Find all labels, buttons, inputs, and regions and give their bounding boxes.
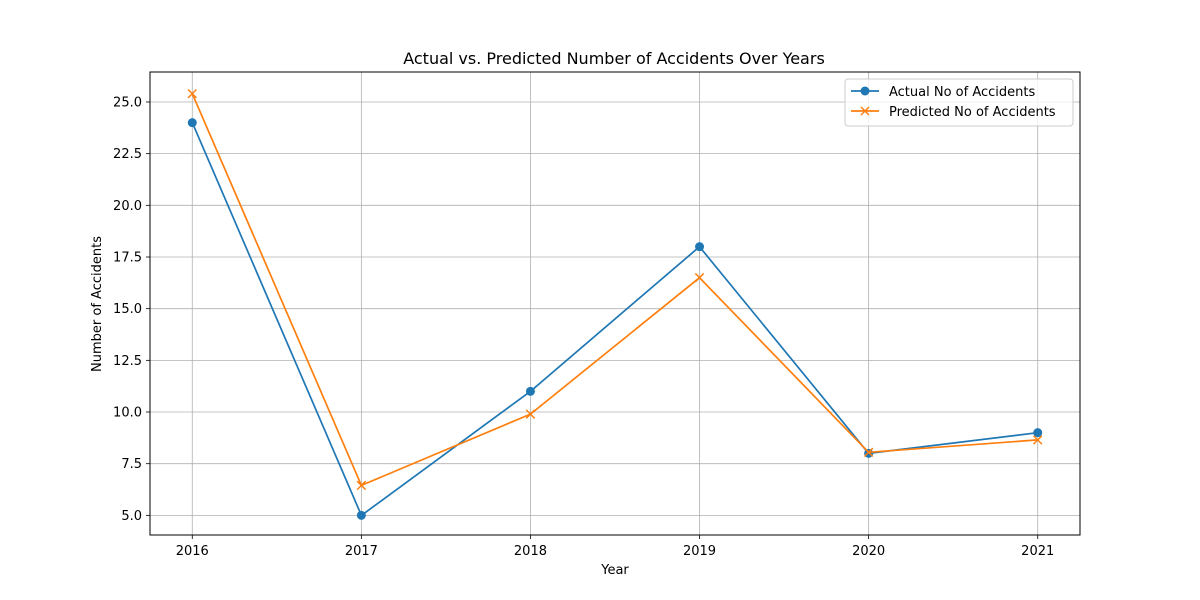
x-tick-label: 2019 xyxy=(683,544,716,559)
y-tick-label: 7.5 xyxy=(121,457,142,472)
data-point-actual xyxy=(525,386,535,396)
y-tick-label: 22.5 xyxy=(113,147,142,162)
data-point-actual xyxy=(187,118,197,128)
data-point-predicted xyxy=(356,480,367,491)
data-point-predicted xyxy=(525,409,536,419)
data-point-predicted xyxy=(694,272,705,283)
plot-frame xyxy=(149,71,1081,536)
legend: Actual No of Accidents Predicted No of A… xyxy=(844,78,1074,127)
legend-marker-actual xyxy=(860,86,870,96)
x-axis-label: Year xyxy=(600,563,629,578)
x-tick-label: 2017 xyxy=(345,544,378,559)
y-tick-label: 20.0 xyxy=(113,199,142,214)
grid xyxy=(150,72,1080,535)
y-tick-label: 10.0 xyxy=(113,406,142,421)
data-point-predicted xyxy=(187,88,198,99)
legend-box xyxy=(844,78,1074,127)
x-tick-label: 2018 xyxy=(514,544,547,559)
series-line-predicted xyxy=(191,93,1038,487)
x-tick-label: 2016 xyxy=(176,544,209,559)
axis-ticks: 2016 2017 2018 2019 2020 2021 5.0 7.5 10.0 12.5 15… xyxy=(113,95,1054,559)
legend-label-predicted: Predicted No of Accidents xyxy=(889,105,1056,120)
y-tick-label: 12.5 xyxy=(113,354,142,369)
y-tick-label: 5.0 xyxy=(121,509,142,524)
data-point-predicted xyxy=(863,447,874,458)
series-line-actual xyxy=(191,122,1038,517)
data-point-actual xyxy=(356,510,366,520)
data-point-predicted xyxy=(1032,435,1043,445)
legend-label-actual: Actual No of Accidents xyxy=(889,85,1035,100)
y-tick-label: 17.5 xyxy=(113,250,142,265)
data-point-actual xyxy=(695,242,705,252)
y-tick-label: 25.0 xyxy=(113,95,142,110)
y-axis-label: Number of Accidents xyxy=(90,236,105,372)
data-point-actual xyxy=(1033,428,1043,438)
legend-marker-predicted xyxy=(860,106,870,116)
x-tick-label: 2020 xyxy=(852,544,885,559)
y-tick-label: 15.0 xyxy=(113,302,142,317)
series-lines xyxy=(187,88,1043,520)
x-tick-label: 2021 xyxy=(1021,544,1054,559)
chart-title: Actual vs. Predicted Number of Accidents… xyxy=(403,49,825,68)
